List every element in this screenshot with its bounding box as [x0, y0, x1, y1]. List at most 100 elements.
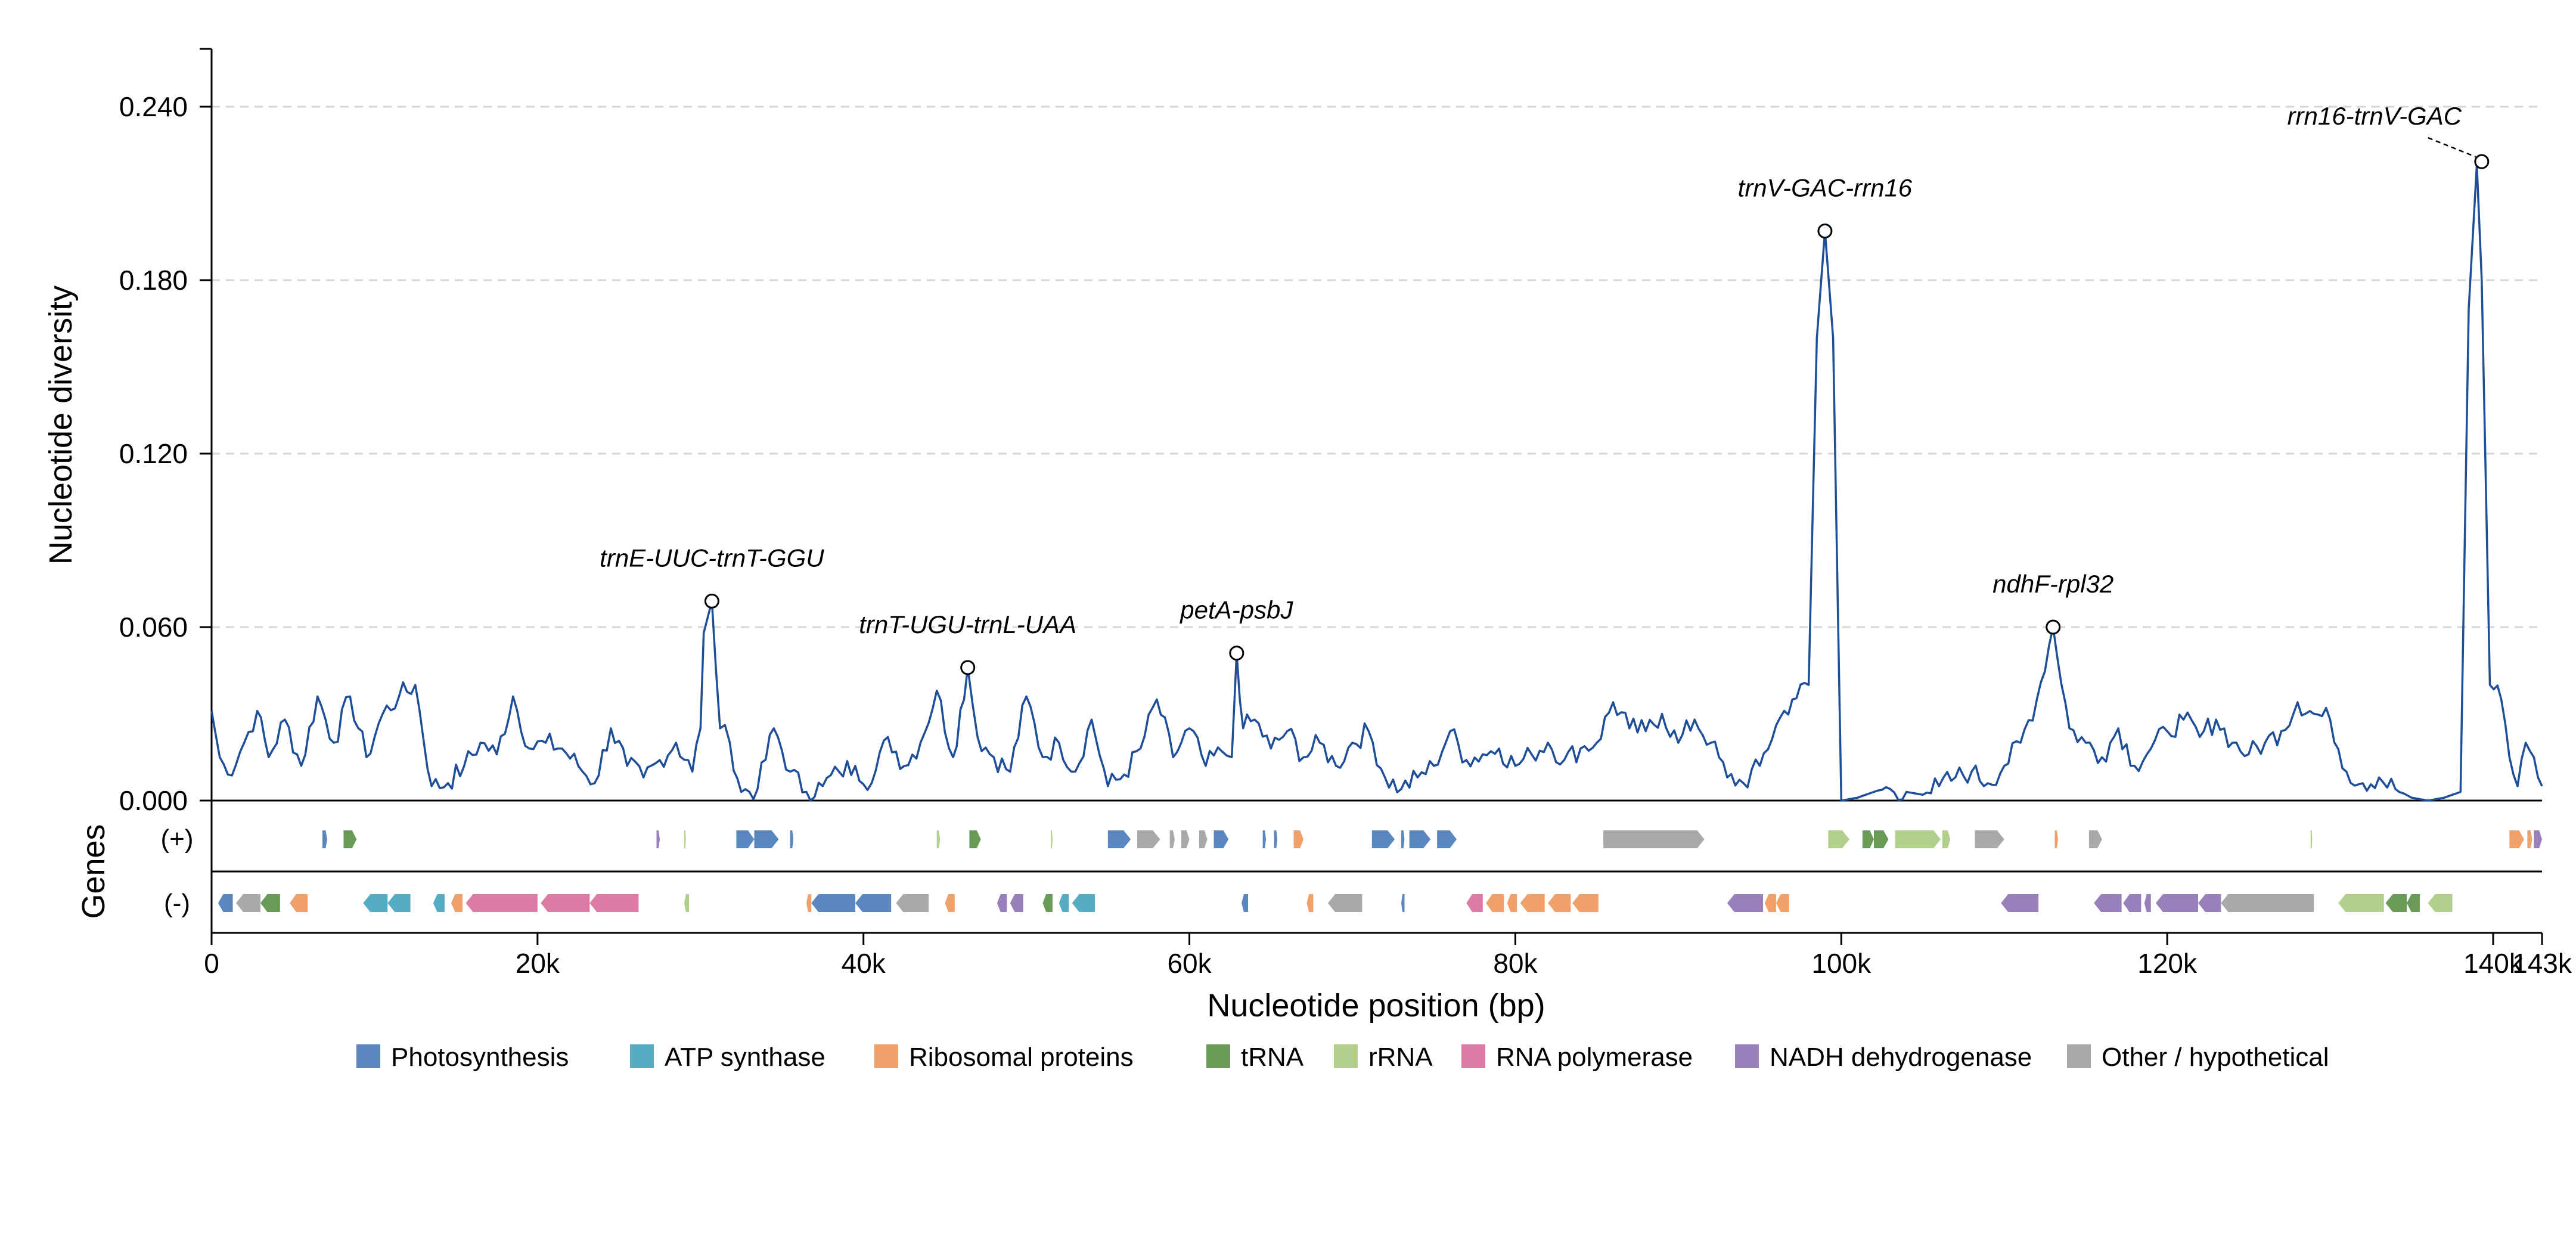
- gene-minus: [1727, 894, 1764, 912]
- gene-plus: [1603, 830, 1705, 848]
- peak-marker: [2474, 154, 2490, 169]
- diversity-line: [210, 163, 2543, 802]
- legend-swatch: [2067, 1044, 2091, 1068]
- gene-minus: [218, 894, 233, 912]
- legend-swatch: [1206, 1044, 1230, 1068]
- x-tick-label: 0: [204, 948, 219, 979]
- gene-minus: [2221, 894, 2314, 912]
- gene-minus: [1306, 894, 1314, 912]
- peak-annotation-label: rrn16-trnV-GAC: [2288, 102, 2462, 130]
- legend-label: Other / hypothetical: [2102, 1043, 2329, 1072]
- x-tick-label: 40k: [842, 948, 886, 979]
- gene-plus: [1828, 830, 1849, 848]
- gene-plus: [1274, 830, 1278, 848]
- gene-minus: [465, 894, 538, 912]
- gene-plus: [656, 830, 660, 848]
- x-tick-label: 100k: [1811, 948, 1872, 979]
- gene-minus: [363, 894, 388, 912]
- gene-plus: [1975, 830, 2004, 848]
- gene-minus: [684, 894, 690, 912]
- gene-plus: [936, 830, 941, 848]
- gene-minus: [1486, 894, 1504, 912]
- x-tick-label: 120k: [2137, 948, 2198, 979]
- peak-marker: [704, 593, 719, 609]
- peak-annotation-label: ndhF-rpl32: [1992, 570, 2113, 598]
- annotation-leader: [2428, 137, 2476, 158]
- legend-swatch: [1735, 1044, 1759, 1068]
- y-tick-label: 0.000: [119, 785, 188, 816]
- gene-plus: [1262, 830, 1267, 848]
- gene-plus: [1409, 830, 1431, 848]
- gene-plus: [684, 830, 686, 848]
- legend-swatch: [1461, 1044, 1485, 1068]
- x-tick-label: 60k: [1167, 948, 1212, 979]
- gene-plus: [1895, 830, 1941, 848]
- annotations: trnE-UUC-trnT-GGU trnT-UGU-trnL-UAA petA-p…: [600, 102, 2490, 675]
- gene-minus: [811, 894, 856, 912]
- gene-minus: [855, 894, 892, 912]
- gene-minus: [1466, 894, 1483, 912]
- gene-plus: [754, 830, 779, 848]
- x-tick-label: 143k: [2512, 948, 2572, 979]
- gene-plus: [1873, 830, 1889, 848]
- y-tick-label: 0.120: [119, 438, 188, 469]
- plus-strand-label: (+): [161, 824, 194, 854]
- gene-plus: [736, 830, 755, 848]
- gene-minus: [2385, 894, 2407, 912]
- gene-plus: [790, 830, 794, 848]
- legend-label: rRNA: [1368, 1043, 1433, 1072]
- gene-minus: [2001, 894, 2039, 912]
- plot-area: [210, 163, 2543, 802]
- peak-marker: [1229, 646, 1244, 661]
- gene-minus: [1520, 894, 1545, 912]
- gene-minus: [1401, 894, 1405, 912]
- x-tick-label: 80k: [1493, 948, 1538, 979]
- gene-minus: [2407, 894, 2420, 912]
- gene-minus: [1072, 894, 1095, 912]
- gene-minus: [387, 894, 411, 912]
- legend-swatch: [874, 1044, 898, 1068]
- legend-swatch: [1334, 1044, 1358, 1068]
- gene-plus: [1137, 830, 1160, 848]
- peak-annotation-label: petA-psbJ: [1179, 596, 1293, 624]
- gene-minus: [997, 894, 1007, 912]
- gene-plus: [2310, 830, 2313, 848]
- gene-plus: [1107, 830, 1131, 848]
- gene-minus: [1507, 894, 1517, 912]
- gene-minus: [1242, 894, 1248, 912]
- axes: 0.000 0.060 0.120 0.180 0.240 0 20k 40k 60k 80k 10…: [119, 48, 2572, 979]
- gene-minus: [1042, 894, 1053, 912]
- gene-plus: [2534, 830, 2542, 848]
- legend-swatch: [630, 1044, 654, 1068]
- gene-plus: [969, 830, 981, 848]
- x-tick-label: 20k: [516, 948, 560, 979]
- gene-plus: [2527, 830, 2532, 848]
- gene-minus: [260, 894, 280, 912]
- gene-minus: [1059, 894, 1069, 912]
- gene-minus: [945, 894, 955, 912]
- gene-plus: [2088, 830, 2102, 848]
- gene-minus: [1764, 894, 1776, 912]
- gene-minus: [2428, 894, 2453, 912]
- y-tick-label: 0.180: [119, 265, 188, 296]
- legend-swatch: [356, 1044, 380, 1068]
- x-tick-label: 140k: [2463, 948, 2524, 979]
- gene-minus: [1010, 894, 1023, 912]
- gene-minus: [2338, 894, 2384, 912]
- gene-plus: [1437, 830, 1457, 848]
- peak-marker: [1817, 224, 1833, 239]
- grid-lines: [212, 106, 2542, 628]
- peak-marker: [960, 660, 976, 675]
- gene-minus: [541, 894, 590, 912]
- gene-plus: [1199, 830, 1208, 848]
- gene-plus: [1862, 830, 1874, 848]
- gene-minus: [290, 894, 308, 912]
- gene-plus: [1181, 830, 1190, 848]
- legend-label: Ribosomal proteins: [909, 1043, 1134, 1072]
- gene-plus: [1051, 830, 1053, 848]
- minus-strand-label: (-): [164, 889, 190, 918]
- x-axis-title: Nucleotide position (bp): [1207, 988, 1545, 1024]
- gene-minus: [1548, 894, 1571, 912]
